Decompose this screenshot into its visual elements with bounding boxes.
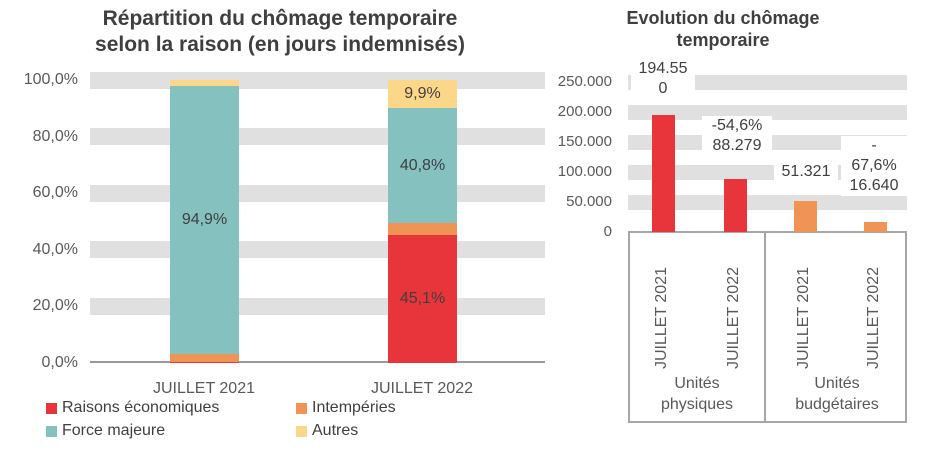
group-label-unites-budgetaires: Unités budgétaires <box>795 375 879 413</box>
legend-item-force-majeure: Force majeure <box>46 422 165 440</box>
data-label-line: 51.321 <box>781 163 831 180</box>
right-gridline-band <box>628 74 907 90</box>
left-gridline-band <box>90 184 545 202</box>
data-label-line: 67,6% <box>851 157 897 174</box>
left-y-axis-tick-label: 60,0% <box>32 184 78 202</box>
bar-segment-raisons-conomiques <box>388 235 457 363</box>
left-x-label-juillet-2021: JUILLET 2021 <box>153 380 255 397</box>
data-label-line: -54,6% <box>711 117 763 134</box>
right-chart-bar <box>863 222 887 232</box>
right-x-axis-label-rotated: JUILLET 2022 <box>865 267 882 369</box>
right-x-axis-label-rotated: JUILLET 2021 <box>653 267 670 369</box>
right-bar-data-label: -54,6% 88.279 <box>702 116 772 156</box>
left-y-axis-tick-label: 40,0% <box>32 240 78 258</box>
legend-swatch-intemperies <box>296 402 307 414</box>
right-bar-data-label: 51.321 <box>774 162 838 182</box>
bar-segment-intemp-ries <box>170 354 239 363</box>
right-chart-bar <box>723 179 747 232</box>
right-y-axis-tick-label: 150.000 <box>557 133 612 150</box>
right-y-axis-tick-label: 50.000 <box>566 193 612 210</box>
right-y-axis-tick-label: 0 <box>603 223 612 240</box>
legend-label-intemperies: Intempéries <box>312 399 396 416</box>
right-chart-title-line1: Evolution du chômage <box>626 8 820 28</box>
right-bar-data-label: - 67,6% 16.640 <box>841 136 907 196</box>
data-label-line: 194.55 <box>638 60 688 77</box>
right-chart-category-box <box>628 231 907 423</box>
legend-item-raisons-economiques: Raisons économiques <box>46 399 219 417</box>
legend-label-raisons-economiques: Raisons économiques <box>62 399 220 416</box>
bar-segment-intemp-ries <box>388 223 457 236</box>
left-chart-title: Répartition du chômage temporaire selon … <box>40 6 520 58</box>
data-label-line: 16.640 <box>849 177 899 194</box>
left-gridline-band <box>90 128 545 146</box>
left-gridline-band <box>90 71 545 89</box>
legend-label-force-majeure: Force majeure <box>62 422 166 439</box>
left-chart-title-line1: Répartition du chômage temporaire <box>102 7 458 30</box>
data-label-line: 0 <box>658 80 668 97</box>
legend-item-intemperies: Intempéries <box>296 399 396 417</box>
right-chart-title: Evolution du chômage temporaire <box>598 7 848 51</box>
legend-swatch-raisons-economiques <box>46 402 57 414</box>
data-label-line: - <box>871 137 877 154</box>
right-gridline-band <box>628 194 907 210</box>
right-y-axis-tick-label: 200.000 <box>557 103 612 120</box>
left-chart-x-axis-line <box>90 361 545 363</box>
right-y-axis-tick-label: 100.000 <box>557 163 612 180</box>
right-x-axis-label-rotated: JUILLET 2022 <box>725 267 742 369</box>
left-y-axis-tick-label: 80,0% <box>32 127 78 145</box>
right-chart-title-line2: temporaire <box>676 30 770 50</box>
left-y-axis-tick-label: 0,0% <box>41 354 78 371</box>
right-x-axis-label-rotated: JUILLET 2021 <box>795 267 812 369</box>
bar-segment-force-majeure <box>170 85 239 355</box>
left-gridline-band <box>90 241 545 259</box>
bar-segment-label: 9,9% <box>404 85 441 102</box>
left-x-label-juillet-2022: JUILLET 2022 <box>371 380 473 397</box>
right-y-axis-tick-label: 250.000 <box>557 73 612 90</box>
bar-segment-autres <box>388 80 457 109</box>
bar-segment-autres <box>170 80 239 86</box>
bar-segment-label: 45,1% <box>399 290 446 308</box>
data-label-line: 88.279 <box>712 137 762 154</box>
left-y-axis-tick-label: 20,0% <box>32 297 78 315</box>
bar-segment-label: 94,9% <box>181 210 228 228</box>
legend-swatch-force-majeure <box>46 425 57 437</box>
legend-swatch-autres <box>296 425 307 437</box>
right-chart-bar <box>651 115 675 232</box>
left-chart-title-line2: selon la raison (en jours indemnisés) <box>95 33 465 56</box>
bar-segment-force-majeure <box>388 108 457 224</box>
right-chart-category-divider <box>764 231 766 423</box>
legend-item-autres: Autres <box>296 422 358 440</box>
legend-label-autres: Autres <box>312 422 359 439</box>
left-gridline-band <box>90 297 545 315</box>
bar-segment-raisons-conomiques <box>170 362 239 363</box>
right-gridline-band <box>628 104 907 120</box>
right-bar-data-label: 194.55 0 <box>631 59 695 99</box>
left-y-axis-tick-label: 100,0% <box>23 71 78 88</box>
group-label-unites-physiques: Unités physiques <box>660 375 734 413</box>
right-chart-bar <box>793 201 817 232</box>
bar-segment-label: 40,8% <box>399 156 446 174</box>
